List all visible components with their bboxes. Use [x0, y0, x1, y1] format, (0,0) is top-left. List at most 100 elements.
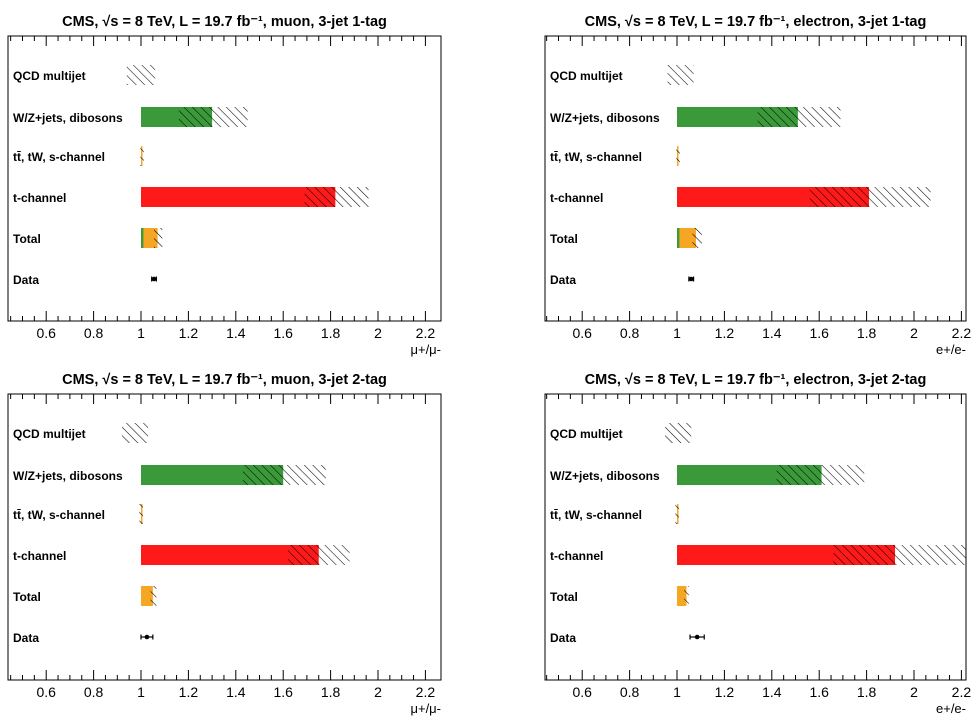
- chart-panel-2: CMS, √s = 8 TeV, L = 19.7 fb⁻¹, electron…: [544, 14, 972, 357]
- tick-label: 2.2: [416, 684, 436, 700]
- uncertainty-band: [154, 228, 163, 248]
- uncertainty-band: [126, 65, 156, 85]
- tick-label: 1.8: [321, 325, 341, 341]
- uncertainty-band: [150, 586, 157, 606]
- tick-label: 0.8: [84, 684, 104, 700]
- category-label: QCD multijet: [13, 69, 86, 83]
- uncertainty-band: [676, 146, 680, 166]
- uncertainty-band: [684, 586, 689, 606]
- value-bar: [141, 187, 336, 207]
- category-label: W/Z+jets, dibosons: [550, 111, 660, 125]
- x-axis-label: e+/e-: [936, 342, 966, 357]
- category-label: Total: [550, 232, 578, 246]
- uncertainty-band: [675, 504, 679, 524]
- tick-label: 1.6: [809, 684, 829, 700]
- chart-title: CMS, √s = 8 TeV, L = 19.7 fb⁻¹, electron…: [585, 14, 927, 30]
- tick-label: 1: [673, 325, 681, 341]
- category-label: Total: [13, 590, 41, 604]
- tick-label: 1.6: [809, 325, 829, 341]
- value-bar: [677, 586, 687, 606]
- category-label: t-channel: [13, 191, 66, 205]
- uncertainty-band: [242, 465, 326, 485]
- tick-label: 1.6: [273, 325, 293, 341]
- category-label: tt̄, tW, s-channel: [550, 508, 642, 522]
- category-label: Total: [13, 232, 41, 246]
- chart-panel-1: CMS, √s = 8 TeV, L = 19.7 fb⁻¹, muon, 3-…: [7, 14, 442, 357]
- uncertainty-band: [139, 504, 143, 524]
- category-label: t-channel: [550, 191, 603, 205]
- plot-frame: [7, 393, 442, 681]
- tick-label: 1.2: [179, 684, 199, 700]
- tick-label: 2.2: [416, 325, 436, 341]
- value-bar-segment: [141, 228, 144, 248]
- value-bar: [141, 545, 319, 565]
- uncertainty-band: [665, 423, 692, 443]
- tick-label: 1.8: [321, 684, 341, 700]
- category-label: tt̄, tW, s-channel: [13, 150, 105, 164]
- uncertainty-band: [287, 545, 350, 565]
- x-axis-label: μ+/μ-: [410, 701, 441, 716]
- category-label: W/Z+jets, dibosons: [550, 469, 660, 483]
- plot-frame: [7, 35, 442, 322]
- category-label: tt̄, tW, s-channel: [550, 150, 642, 164]
- category-label: Data: [550, 631, 576, 645]
- category-label: Data: [550, 273, 576, 287]
- category-label: Total: [550, 590, 578, 604]
- tick-label: 0.6: [572, 684, 592, 700]
- tick-label: 0.8: [84, 325, 104, 341]
- category-label: W/Z+jets, dibosons: [13, 469, 123, 483]
- tick-label: 2.2: [952, 325, 972, 341]
- value-bar: [141, 586, 153, 606]
- tick-label: 1.2: [715, 325, 735, 341]
- uncertainty-band: [692, 228, 702, 248]
- uncertainty-band: [122, 423, 149, 443]
- tick-label: 1: [137, 684, 145, 700]
- tick-label: 1.4: [762, 325, 782, 341]
- chart-title: CMS, √s = 8 TeV, L = 19.7 fb⁻¹, muon, 3-…: [62, 372, 387, 388]
- uncertainty-band: [140, 146, 144, 166]
- tick-label: 0.6: [36, 325, 56, 341]
- tick-label: 1: [137, 325, 145, 341]
- category-label: QCD multijet: [550, 427, 623, 441]
- uncertainty-band: [833, 545, 967, 565]
- tick-label: 0.6: [36, 684, 56, 700]
- category-label: W/Z+jets, dibosons: [13, 111, 123, 125]
- tick-label: 2: [374, 684, 382, 700]
- tick-label: 1: [673, 684, 681, 700]
- chart-title: CMS, √s = 8 TeV, L = 19.7 fb⁻¹, muon, 3-…: [62, 14, 387, 30]
- data-point: [694, 634, 700, 640]
- value-bar-segment: [677, 228, 680, 248]
- data-point: [151, 276, 157, 282]
- tick-label: 1.8: [857, 325, 877, 341]
- plot-frame: [544, 35, 967, 322]
- value-bar: [141, 228, 158, 248]
- category-label: t-channel: [550, 549, 603, 563]
- value-bar: [677, 228, 696, 248]
- tick-label: 2.2: [952, 684, 972, 700]
- chart-title: CMS, √s = 8 TeV, L = 19.7 fb⁻¹, electron…: [585, 372, 927, 388]
- category-label: t-channel: [13, 549, 66, 563]
- tick-label: 1.4: [226, 684, 246, 700]
- plot-frame: [544, 393, 967, 681]
- uncertainty-band: [667, 65, 694, 85]
- data-point: [144, 634, 150, 640]
- tick-label: 1.8: [857, 684, 877, 700]
- tick-label: 0.8: [620, 325, 640, 341]
- category-label: QCD multijet: [13, 427, 86, 441]
- category-label: Data: [13, 631, 39, 645]
- uncertainty-band: [809, 187, 931, 207]
- tick-label: 1.4: [762, 684, 782, 700]
- tick-label: 2: [910, 325, 918, 341]
- category-label: QCD multijet: [550, 69, 623, 83]
- uncertainty-band: [757, 107, 841, 127]
- x-axis-label: e+/e-: [936, 701, 966, 716]
- category-label: Data: [13, 273, 39, 287]
- tick-label: 0.6: [572, 325, 592, 341]
- tick-label: 2: [910, 684, 918, 700]
- category-label: tt̄, tW, s-channel: [13, 508, 105, 522]
- tick-label: 1.2: [715, 684, 735, 700]
- tick-label: 2: [374, 325, 382, 341]
- data-point: [688, 276, 694, 282]
